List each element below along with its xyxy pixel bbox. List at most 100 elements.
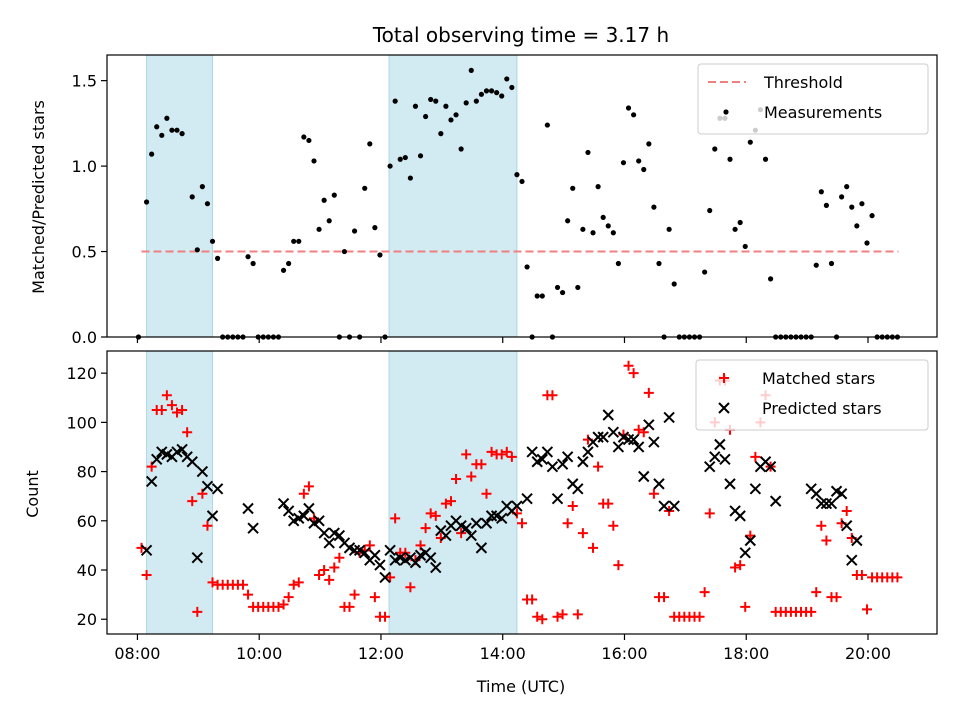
data-point xyxy=(206,510,219,522)
data-point xyxy=(825,497,838,510)
data-point xyxy=(324,574,335,585)
data-point xyxy=(316,226,322,232)
data-point xyxy=(451,473,462,484)
data-point xyxy=(588,542,599,553)
data-point xyxy=(247,522,259,534)
data-point xyxy=(319,565,330,576)
top-axes-frame xyxy=(106,54,938,338)
data-point xyxy=(243,589,254,600)
data-point xyxy=(326,218,332,224)
data-point xyxy=(648,488,659,499)
data-point xyxy=(202,520,213,531)
data-point xyxy=(140,544,153,557)
data-point xyxy=(201,480,214,493)
data-point xyxy=(735,560,746,571)
data-point xyxy=(362,185,368,191)
data-point xyxy=(892,572,903,583)
data-point xyxy=(481,488,492,499)
data-point xyxy=(707,207,713,214)
data-point xyxy=(740,601,751,612)
data-point xyxy=(417,153,424,159)
data-point xyxy=(656,260,662,267)
data-point xyxy=(521,492,533,505)
data-point xyxy=(539,293,545,299)
data-point xyxy=(668,500,680,512)
data-point xyxy=(615,260,621,267)
data-point xyxy=(663,411,675,424)
legend-handle xyxy=(719,373,729,383)
data-point xyxy=(176,443,188,456)
data-point xyxy=(831,592,842,603)
data-point xyxy=(465,529,477,542)
data-point xyxy=(480,517,493,529)
data-point xyxy=(593,461,604,472)
data-point xyxy=(557,609,568,620)
data-point xyxy=(438,131,444,137)
data-point xyxy=(856,569,867,580)
data-point xyxy=(494,90,500,96)
data-point xyxy=(628,368,639,379)
data-point xyxy=(390,513,401,524)
data-point xyxy=(323,537,335,549)
data-point xyxy=(283,592,294,603)
data-point xyxy=(407,175,413,181)
data-point xyxy=(580,226,586,232)
data-point xyxy=(818,189,824,195)
data-point xyxy=(653,478,665,490)
data-point xyxy=(840,520,853,532)
top-legend: Threshold Measurements xyxy=(697,63,929,135)
data-point xyxy=(658,500,670,512)
data-point xyxy=(527,594,538,605)
bottom-x-tick: 16:00 xyxy=(601,634,648,663)
data-point xyxy=(288,579,299,590)
data-point xyxy=(546,460,559,473)
data-point xyxy=(145,475,158,488)
data-point xyxy=(810,488,822,500)
data-point xyxy=(466,471,477,482)
data-point xyxy=(448,117,454,123)
data-point xyxy=(595,184,601,190)
data-point xyxy=(509,84,515,91)
data-point xyxy=(501,446,512,457)
data-point xyxy=(570,185,576,191)
bottom-series-predicted-stars xyxy=(140,409,863,584)
data-point xyxy=(764,460,777,473)
data-point xyxy=(387,163,393,169)
bottom-x-tick: 20:00 xyxy=(845,634,891,663)
data-point xyxy=(849,204,855,210)
bottom-x-tick: 10:00 xyxy=(236,634,282,663)
data-point xyxy=(602,409,614,421)
data-point xyxy=(392,98,398,104)
data-point xyxy=(813,262,819,268)
data-point xyxy=(463,100,469,106)
bottom-x-tick: 18:00 xyxy=(723,634,769,663)
y-tick-label: 40 xyxy=(77,561,97,580)
bottom-y-tick: 60 xyxy=(77,512,107,531)
data-point xyxy=(443,103,449,109)
top-y-tick: 0.0 xyxy=(72,328,107,347)
data-point xyxy=(541,446,554,458)
data-point xyxy=(179,131,185,137)
data-point xyxy=(730,562,741,573)
data-point xyxy=(318,527,330,539)
data-point xyxy=(341,248,348,255)
data-point xyxy=(428,96,434,103)
data-point xyxy=(577,456,589,468)
bottom-y-tick: 80 xyxy=(77,463,107,482)
data-point xyxy=(385,572,396,583)
data-point xyxy=(600,214,606,220)
data-point xyxy=(423,113,429,120)
data-point xyxy=(749,483,762,495)
bottom-x-axis-label: Time (UTC) xyxy=(476,677,565,696)
data-point xyxy=(384,544,396,557)
data-point xyxy=(603,498,614,509)
data-point xyxy=(164,115,170,121)
data-point xyxy=(632,441,645,453)
data-point xyxy=(562,518,573,529)
data-point xyxy=(331,192,337,198)
data-point xyxy=(851,534,863,547)
data-point xyxy=(864,240,870,246)
data-point xyxy=(468,67,474,73)
data-point xyxy=(433,98,439,104)
data-point xyxy=(237,579,248,590)
